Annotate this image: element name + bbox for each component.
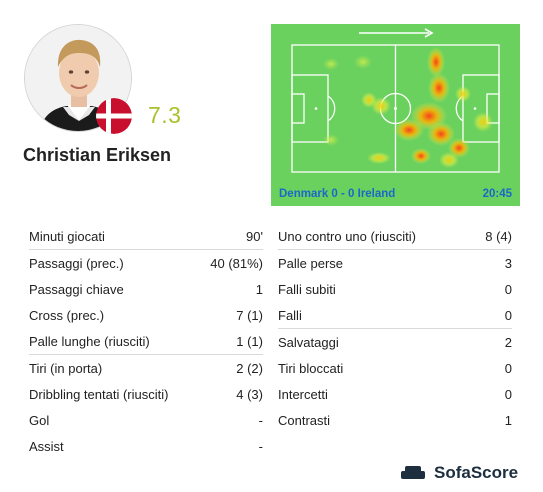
stat-row: Minuti giocati 90' [29, 223, 263, 249]
divider [278, 328, 512, 329]
stat-value: 1 (1) [236, 333, 263, 349]
stat-value: 3 [504, 255, 512, 271]
stat-label: Falli [278, 307, 302, 323]
stat-row: Contrasti 1 [278, 407, 512, 433]
stat-row: Cross (prec.) 7 (1) [29, 302, 263, 328]
divider [29, 354, 263, 355]
stat-value: 90' [246, 228, 263, 244]
sofascore-logo[interactable]: SofaScore [400, 463, 518, 483]
stat-label: Uno contro uno (riusciti) [278, 228, 416, 244]
stat-row: Dribbling tentati (riusciti) 4 (3) [29, 381, 263, 407]
stat-value: 40 (81%) [210, 255, 263, 271]
match-time: 20:45 [482, 188, 512, 200]
sofa-icon [401, 466, 425, 479]
stat-label: Falli subiti [278, 281, 336, 297]
divider [29, 249, 263, 250]
stat-row: Tiri bloccati 0 [278, 355, 512, 381]
stat-value: 0 [504, 360, 512, 376]
stat-value: - [258, 412, 263, 428]
stat-label: Assist [29, 438, 64, 454]
stat-row: Assist - [29, 433, 263, 459]
stat-label: Salvataggi [278, 334, 339, 350]
stat-label: Palle lunghe (riusciti) [29, 333, 150, 349]
stat-value: 4 (3) [236, 386, 263, 402]
stat-row: Passaggi chiave 1 [29, 276, 263, 302]
player-avatar [24, 24, 132, 132]
match-score: Denmark 0 - 0 Ireland [279, 188, 396, 200]
denmark-flag-icon [96, 98, 132, 134]
stat-row: Palle lunghe (riusciti) 1 (1) [29, 328, 263, 354]
stat-label: Tiri bloccati [278, 360, 344, 376]
stat-value: 0 [504, 386, 512, 402]
stats-left: Minuti giocati 90' Passaggi (prec.) 40 (… [29, 223, 263, 459]
stat-row: Intercetti 0 [278, 381, 512, 407]
stat-value: 0 [504, 307, 512, 323]
divider [278, 249, 512, 250]
stat-value: 1 [255, 281, 263, 297]
player-name: Christian Eriksen [23, 145, 172, 165]
stat-label: Cross (prec.) [29, 307, 105, 323]
stat-row: Falli 0 [278, 302, 512, 328]
brand-name: SofaScore [434, 463, 519, 482]
stat-label: Gol [29, 412, 50, 428]
stat-row: Passaggi (prec.) 40 (81%) [29, 250, 263, 276]
stat-row: Tiri (in porta) 2 (2) [29, 355, 263, 381]
stat-value: 8 (4) [485, 228, 512, 244]
player-portrait-icon [25, 25, 131, 131]
stat-row: Falli subiti 0 [278, 276, 512, 302]
stat-value: - [258, 438, 263, 454]
stat-row: Uno contro uno (riusciti) 8 (4) [278, 223, 512, 249]
stat-label: Passaggi chiave [29, 281, 124, 297]
stats-right: Uno contro uno (riusciti) 8 (4) Palle pe… [278, 223, 512, 433]
stat-label: Passaggi (prec.) [29, 255, 124, 271]
stat-label: Dribbling tentati (riusciti) [29, 386, 169, 402]
heatmap-pitch [291, 28, 500, 173]
stat-label: Intercetti [278, 386, 328, 402]
stat-label: Minuti giocati [29, 228, 105, 244]
arrow-right-icon [359, 28, 434, 38]
stat-row: Palle perse 3 [278, 250, 512, 276]
stat-row: Gol - [29, 407, 263, 433]
pitch-lines [291, 44, 500, 173]
heatmap-panel: Denmark 0 - 0 Ireland 20:45 [271, 24, 520, 206]
stat-value: 1 [504, 412, 512, 428]
stat-row: Salvataggi 2 [278, 329, 512, 355]
stat-value: 7 (1) [236, 307, 263, 323]
heatmap-blobs [323, 47, 493, 168]
stat-label: Palle perse [278, 255, 344, 271]
stat-label: Tiri (in porta) [29, 360, 103, 376]
player-rating: 7.3 [148, 102, 182, 128]
stat-label: Contrasti [278, 412, 331, 428]
stat-value: 2 [504, 334, 512, 350]
stat-value: 0 [504, 281, 512, 297]
stat-value: 2 (2) [236, 360, 263, 376]
